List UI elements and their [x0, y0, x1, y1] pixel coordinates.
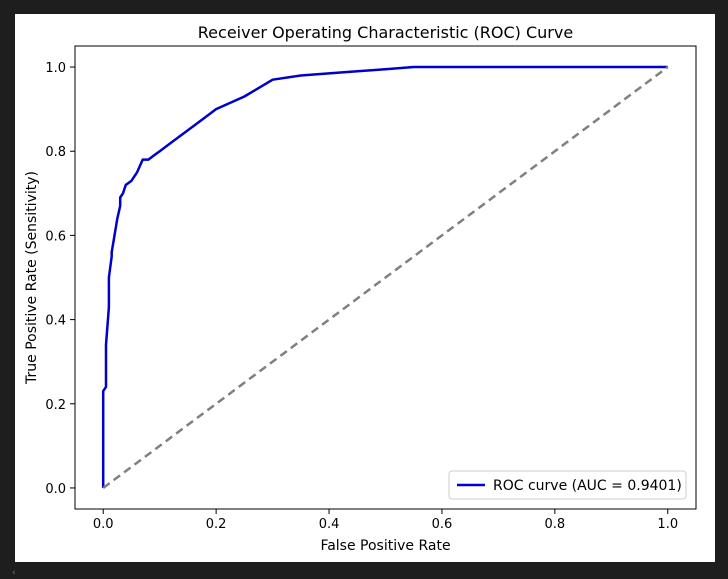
y-tick-label: 0.0	[45, 482, 66, 497]
roc-curve-line	[101, 65, 668, 488]
figure: 0.0 0.2 0.4 0.6 0.8 1.0 0.0 0.2 0.4 0.6 0.8 1.0 Rece…	[15, 14, 715, 562]
y-tick-label: 0.4	[45, 314, 66, 329]
y-tick-label: 0.6	[45, 229, 66, 244]
chart-title: Receiver Operating Characteristic (ROC) …	[198, 23, 573, 42]
y-tick-label: 1.0	[45, 61, 66, 76]
x-tick-label: 0.0	[93, 517, 114, 532]
x-tick-label: 1.0	[657, 517, 678, 532]
plot-area: 0.0 0.2 0.4 0.6 0.8 1.0 0.0 0.2 0.4 0.6 0.8 1.0 Rece…	[24, 23, 697, 554]
scroll-left-icon[interactable]: ‹	[12, 568, 16, 578]
legend-label: ROC curve (AUC = 0.9401)	[493, 478, 682, 494]
x-tick-label: 0.2	[206, 517, 227, 532]
x-tick-label: 0.4	[319, 517, 340, 532]
roc-chart: 0.0 0.2 0.4 0.6 0.8 1.0 0.0 0.2 0.4 0.6 0.8 1.0 Rece…	[24, 23, 697, 554]
x-tick-label: 0.6	[432, 517, 453, 532]
legend-box	[448, 470, 687, 500]
y-tick-label: 0.8	[45, 145, 66, 160]
x-tick-label: 0.8	[545, 517, 566, 532]
plot-frame	[74, 45, 697, 510]
y-tick-label: 0.2	[45, 398, 66, 413]
chance-diagonal-line	[102, 66, 669, 489]
y-axis-label: True Positive Rate (Sensitivity)	[24, 171, 40, 385]
x-axis-label: False Positive Rate	[320, 538, 450, 554]
